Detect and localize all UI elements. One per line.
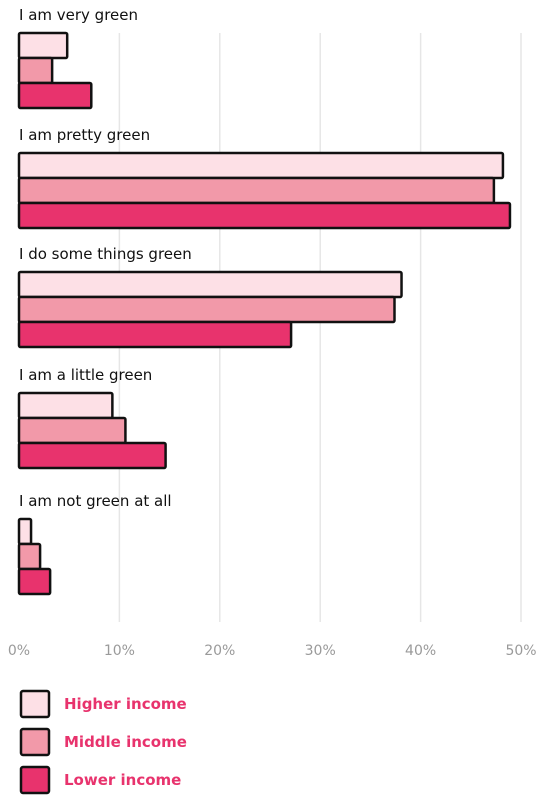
legend-label: Higher income (64, 695, 187, 713)
bar-higher-income (17, 270, 403, 299)
category-label: I am not green at all (19, 492, 172, 510)
bar-lower-income (17, 441, 167, 470)
category-labels: I am very green I am pretty green I do som… (19, 6, 192, 510)
legend-swatch-middle-income (19, 727, 51, 757)
bar-middle-income (17, 542, 42, 571)
bar-lower-income (17, 81, 93, 110)
bar-lower-income (17, 320, 293, 349)
bar-lower-income (17, 201, 512, 230)
bar-middle-income (17, 176, 496, 205)
bar-middle-income (17, 416, 127, 445)
x-tick-label: 50% (505, 643, 536, 659)
bar-middle-income (17, 295, 396, 324)
category-label: I am pretty green (19, 126, 150, 144)
x-tick-label: 0% (8, 643, 30, 659)
x-tick-label: 30% (305, 643, 336, 659)
bar-higher-income (17, 391, 114, 420)
bar-lower-income (17, 567, 52, 596)
category-label: I am very green (19, 6, 138, 24)
legend: Higher income Middle income Lower income (19, 689, 187, 795)
x-axis-ticks: 0% 10% 20% 30% 40% 50% (8, 643, 537, 659)
bars (17, 31, 512, 596)
bar-higher-income (17, 151, 505, 180)
legend-label: Lower income (64, 771, 181, 789)
x-tick-label: 20% (204, 643, 235, 659)
category-label: I am a little green (19, 366, 152, 384)
legend-swatch-higher-income (19, 689, 51, 719)
category-label: I do some things green (19, 245, 192, 263)
legend-swatch-lower-income (19, 765, 51, 795)
bar-higher-income (17, 517, 33, 546)
bar-higher-income (17, 31, 69, 60)
x-tick-label: 10% (104, 643, 135, 659)
legend-label: Middle income (64, 733, 187, 751)
bar-middle-income (17, 56, 54, 85)
grid-lines (118, 33, 522, 622)
x-tick-label: 40% (405, 643, 436, 659)
